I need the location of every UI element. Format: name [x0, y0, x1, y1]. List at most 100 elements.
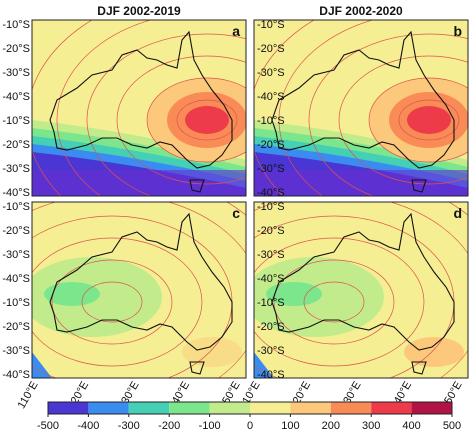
colorbar-bin	[128, 402, 170, 414]
contour-line	[368, 77, 468, 163]
y-tick-label: -30°S	[2, 163, 30, 175]
colorbar-bin	[48, 402, 89, 414]
colorbar-bin	[250, 402, 291, 414]
colorbar-tick-label: -300	[118, 420, 140, 432]
colorbar-bin	[330, 402, 372, 414]
y-tick-label: -10°S	[257, 297, 285, 309]
field-blob	[44, 282, 100, 306]
map-panel: b DJF 2002-2020 -10°S -20°S -30°S -40°S -10°S -…	[253, 4, 469, 199]
colorbar-tick-label: 0	[247, 420, 253, 432]
y-tick-label: -10°S	[2, 19, 30, 31]
y-tick-label: -10°S	[257, 115, 285, 127]
colorbar-bin	[290, 402, 331, 414]
contour-line	[278, 20, 374, 196]
panel-frame	[31, 19, 247, 197]
y-tick-label: -40°S	[257, 369, 285, 381]
panel-frame	[31, 201, 247, 379]
contour-line	[273, 259, 395, 345]
colorbar-tick-label: -200	[158, 420, 180, 432]
colorbar-tick-label: 300	[362, 420, 380, 432]
map-panel: c -10°S -20°S -30°S -40°S -10°S -20°S -30°S -40°…	[2, 201, 247, 412]
map-field	[254, 20, 468, 196]
x-tick-label: 110°E	[16, 380, 41, 411]
field-blob	[182, 337, 242, 367]
colorbar-tick-label: -500	[37, 420, 59, 432]
contour-line	[303, 281, 365, 323]
panel-letter: c	[232, 205, 240, 221]
coastline	[49, 212, 233, 375]
y-tick-label: -30°S	[2, 249, 30, 261]
field-blob	[404, 337, 464, 367]
map-field	[32, 202, 246, 378]
colorbar-bin	[169, 402, 210, 414]
y-tick-label: -20°S	[2, 139, 30, 151]
coastline	[271, 212, 455, 375]
contour-line	[86, 33, 246, 196]
field-band	[254, 170, 468, 196]
y-tick-label: -30°S	[257, 163, 285, 175]
colorbar-tick-label: 500	[443, 420, 461, 432]
y-tick-label: -10°S	[2, 201, 30, 213]
contour-line	[254, 237, 425, 367]
field-band	[32, 352, 52, 378]
y-tick-label: -40°S	[2, 91, 30, 103]
y-tick-label: -40°S	[2, 187, 30, 199]
map-panel: a DJF 2002-2019 -10°S -20°S -30°S -40°S -10°S -…	[2, 4, 247, 199]
y-tick-label: -30°S	[257, 345, 285, 357]
y-tick-label: -40°S	[257, 91, 285, 103]
contour-line	[32, 237, 203, 367]
panel-letter: b	[453, 23, 462, 39]
field-blob	[407, 106, 451, 134]
y-tick-label: -40°S	[257, 187, 285, 199]
y-tick-label: -10°S	[2, 297, 30, 309]
contour-line	[176, 99, 238, 141]
y-tick-label: -10°S	[257, 19, 285, 31]
contour-line	[116, 55, 246, 185]
colorbar-tick-label: 400	[402, 420, 420, 432]
field-band	[32, 170, 246, 196]
coastline	[271, 30, 455, 193]
y-tick-label: -10°S	[2, 115, 30, 127]
panel-letter: a	[232, 23, 240, 39]
panel-title: DJF 2002-2020	[319, 4, 403, 18]
field-blob	[185, 106, 229, 134]
y-tick-label: -30°S	[2, 345, 30, 357]
y-tick-label: -40°S	[257, 273, 285, 285]
colorbar-bin	[371, 402, 412, 414]
panel-title: DJF 2002-2019	[97, 4, 181, 18]
panel-frame	[253, 201, 469, 379]
colorbar-tick-label: 100	[281, 420, 299, 432]
contour-line	[398, 99, 460, 141]
map-panel: d -10°S -20°S -30°S -40°S -10°S -20°S -30°S -40°…	[238, 201, 469, 412]
contour-line	[146, 77, 246, 163]
field-blob	[266, 282, 322, 306]
y-tick-label: -40°S	[2, 369, 30, 381]
contour-line	[81, 281, 143, 323]
colorbar-bin	[88, 402, 129, 414]
colorbar-tick-label: -400	[77, 420, 99, 432]
panel-frame	[253, 19, 469, 197]
y-tick-label: -20°S	[257, 321, 285, 333]
y-tick-label: -10°S	[257, 201, 285, 213]
colorbar-tick-label: 200	[322, 420, 340, 432]
y-tick-label: -30°S	[257, 67, 285, 79]
contour-line	[338, 55, 468, 185]
y-tick-label: -20°S	[257, 139, 285, 151]
colorbar-tick-label: -100	[199, 420, 221, 432]
contour-line	[51, 259, 173, 345]
y-tick-label: -30°S	[257, 249, 285, 261]
y-tick-label: -20°S	[257, 43, 285, 55]
y-tick-label: -40°S	[2, 273, 30, 285]
coastline	[49, 30, 233, 193]
contour-line	[56, 20, 152, 196]
y-tick-label: -20°S	[2, 43, 30, 55]
y-tick-label: -20°S	[2, 321, 30, 333]
colorbar-bin	[411, 402, 452, 414]
field-band	[254, 352, 274, 378]
y-tick-label: -20°S	[257, 225, 285, 237]
contour-line	[308, 33, 468, 196]
y-tick-label: -20°S	[2, 225, 30, 237]
panel-letter: d	[453, 205, 462, 221]
y-tick-label: -30°S	[2, 67, 30, 79]
